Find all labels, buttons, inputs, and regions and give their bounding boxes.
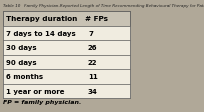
Text: 90 days: 90 days [6, 59, 37, 65]
Bar [0, 0, 204, 11]
Bar [3, 55, 130, 69]
Bar [3, 12, 130, 26]
Text: Table 10   Family Physician-Reported Length of Time Recommending Behavioural The: Table 10 Family Physician-Reported Lengt… [3, 3, 204, 7]
Text: 7 days to 14 days: 7 days to 14 days [6, 30, 76, 36]
Text: 34: 34 [88, 88, 98, 94]
Bar [3, 84, 130, 98]
Bar [3, 12, 130, 98]
Text: 30 days: 30 days [6, 45, 37, 51]
Text: 22: 22 [88, 59, 98, 65]
Bar [3, 69, 130, 84]
Bar [3, 41, 130, 55]
Text: 26: 26 [88, 45, 98, 51]
Text: 6 months: 6 months [6, 74, 43, 80]
Text: 11: 11 [88, 74, 98, 80]
Bar [3, 26, 130, 41]
Text: 7: 7 [88, 30, 93, 36]
Text: 1 year or more: 1 year or more [6, 88, 64, 94]
Text: FP = family physician.: FP = family physician. [3, 100, 81, 105]
Text: # FPs: # FPs [85, 16, 108, 22]
Text: Therapy duration: Therapy duration [6, 16, 77, 22]
